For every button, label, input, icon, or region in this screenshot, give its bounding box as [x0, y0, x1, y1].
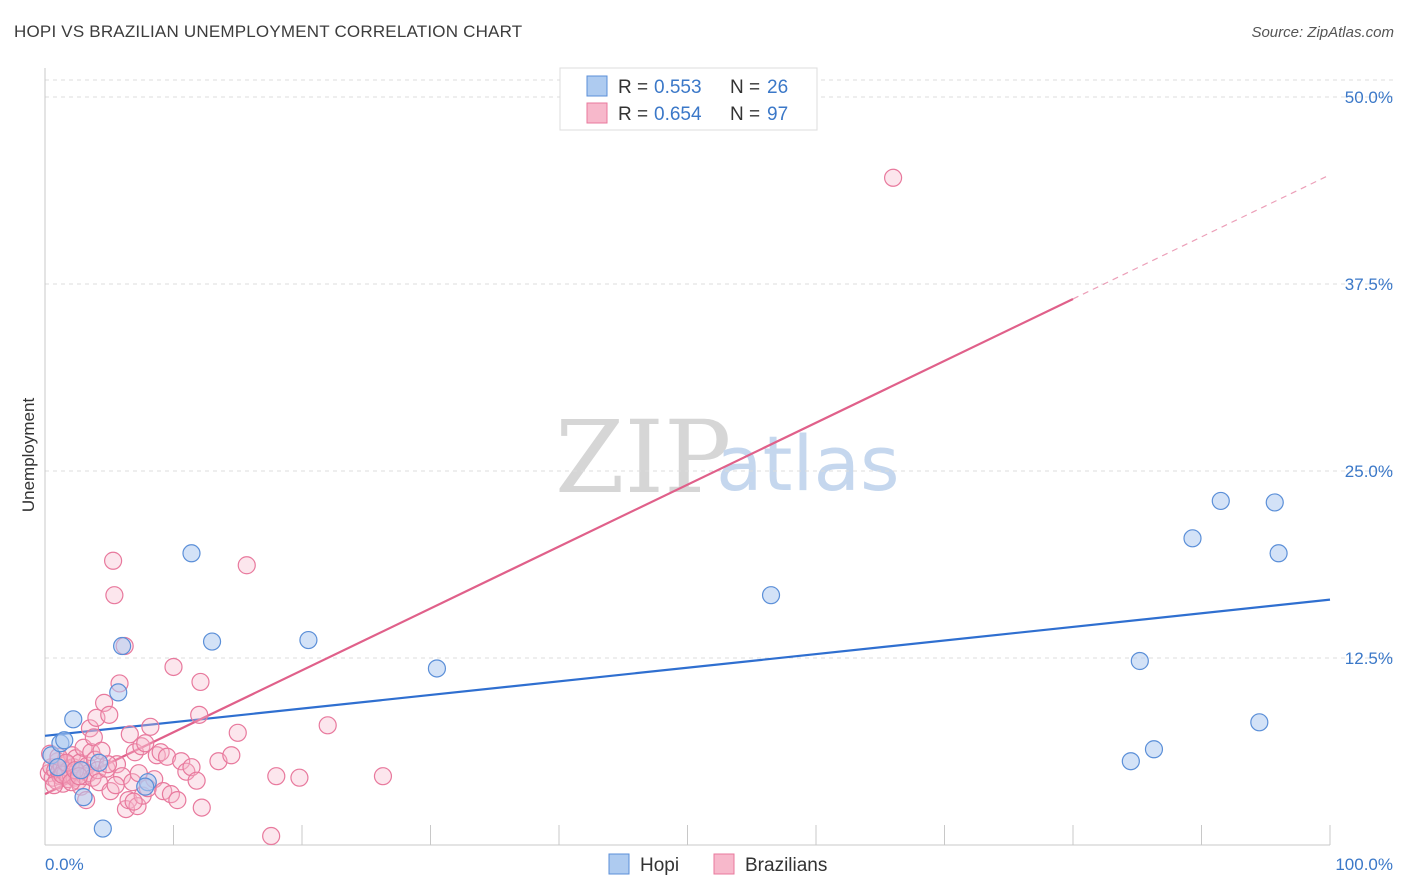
hopi-point: [1144, 740, 1164, 759]
hopi-trend-line: [44, 598, 1331, 737]
brazilians-point: [80, 719, 100, 738]
brazilians-point: [191, 672, 210, 692]
brazilians-point: [84, 728, 103, 747]
brazilians-point: [182, 758, 201, 777]
hopi-point: [93, 819, 112, 838]
brazilians-point: [290, 768, 309, 787]
y-tick-label: 37.5%: [1345, 275, 1393, 294]
hopi-point: [89, 753, 109, 772]
brazilians-point: [190, 705, 209, 724]
hopi-point: [109, 683, 128, 702]
hopi-point: [1121, 752, 1140, 771]
y-tick-label: 50.0%: [1345, 88, 1393, 107]
legend-brazilians-label: Brazilians: [745, 855, 827, 876]
brazilians-point: [373, 767, 393, 786]
brazilians-r-value: 0.654: [654, 104, 702, 125]
hopi-point: [74, 788, 93, 807]
brazilians-point: [168, 791, 187, 810]
hopi-point: [1250, 713, 1269, 732]
brazilians-swatch: [586, 102, 608, 124]
brazilians-point: [262, 826, 281, 846]
axes: [44, 68, 1331, 846]
brazilians-point: [124, 792, 143, 811]
brazilians-point: [120, 725, 139, 744]
brazilians-n-value: 97: [767, 104, 788, 125]
brazilians-point: [105, 586, 124, 605]
hopi-swatch: [586, 75, 608, 97]
trend-lines: [44, 174, 1331, 796]
hopi-point: [427, 659, 447, 678]
data-points: [39, 168, 1288, 846]
hopi-r-value: 0.553: [654, 77, 702, 98]
hopi-r-label: R =: [618, 77, 648, 98]
hopi-point: [202, 632, 222, 651]
brazilians-point: [228, 723, 247, 742]
series-legend: Hopi Brazilians: [608, 853, 827, 876]
brazilians-point: [187, 771, 206, 790]
brazilians-point: [104, 551, 123, 570]
hopi-point: [1269, 544, 1288, 563]
stats-legend: R = 0.553 N = 26 R = 0.654 N = 97: [559, 67, 818, 131]
brazilians-point: [141, 717, 160, 736]
brazilians-point: [222, 746, 241, 765]
brazilians-point: [172, 752, 191, 771]
watermark-zip: ZIP: [555, 399, 731, 516]
watermark-atlas: atlas: [716, 419, 900, 508]
source-label: Source: ZipAtlas.com: [1251, 24, 1394, 41]
tick-labels: 12.5% 25.0% 37.5% 50.0% 0.0% 100.0%: [45, 88, 1393, 874]
brazilians-point: [318, 716, 337, 735]
brazilians-point: [157, 747, 177, 766]
brazilians-trend-line: [44, 297, 1074, 796]
brazilians-point: [237, 556, 256, 575]
legend-hopi-swatch: [608, 853, 630, 875]
hopi-point: [112, 636, 132, 656]
brazilians-point: [106, 776, 125, 795]
hopi-point: [1183, 529, 1202, 548]
chart-title: HOPI VS BRAZILIAN UNEMPLOYMENT CORRELATI…: [14, 22, 523, 41]
hopi-point: [64, 710, 83, 729]
brazilians-point: [164, 657, 183, 677]
hopi-point: [299, 630, 318, 650]
hopi-point: [48, 758, 67, 777]
y-axis-label: Unemployment: [19, 398, 38, 513]
hopi-point: [1130, 651, 1149, 671]
hopi-point: [71, 761, 91, 780]
hopi-n-value: 26: [767, 77, 788, 98]
hopi-point: [182, 544, 201, 563]
brazilians-point: [100, 705, 119, 724]
watermark: ZIP atlas: [555, 399, 900, 516]
y-tick-label: 12.5%: [1345, 649, 1393, 668]
brazilians-r-label: R =: [618, 104, 648, 125]
y-tick-label: 25.0%: [1345, 462, 1393, 481]
brazilians-point: [267, 767, 286, 786]
brazilians-point: [883, 168, 903, 187]
legend-brazilians-swatch: [713, 853, 735, 875]
hopi-n-label: N =: [730, 77, 760, 98]
brazilians-trend-extension: [1072, 174, 1331, 300]
legend-hopi-label: Hopi: [640, 855, 679, 876]
x-tick-label-min: 0.0%: [45, 855, 84, 874]
hopi-point: [1265, 493, 1284, 512]
brazilians-point: [136, 734, 155, 753]
brazilians-point: [192, 798, 211, 817]
hopi-point: [136, 777, 155, 796]
hopi-point: [761, 586, 781, 605]
x-tick-label-max: 100.0%: [1335, 855, 1393, 874]
brazilians-point: [95, 693, 114, 712]
hopi-point: [1211, 491, 1230, 511]
brazilians-point: [101, 782, 120, 801]
hopi-point: [55, 731, 74, 750]
brazilians-n-label: N =: [730, 104, 760, 125]
